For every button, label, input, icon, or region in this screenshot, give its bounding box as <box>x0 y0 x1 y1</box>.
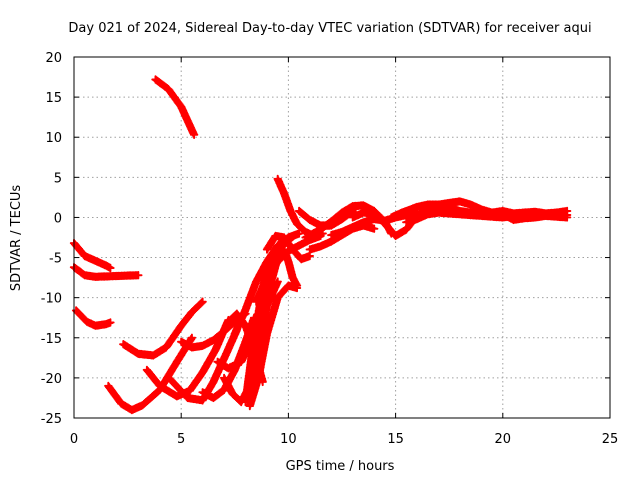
series-s18 <box>258 245 302 322</box>
plot-frame <box>73 56 611 419</box>
series-s19 <box>262 231 314 264</box>
series-s29 <box>487 210 572 225</box>
series-s3 <box>71 306 115 330</box>
y-tick-label: -10 <box>41 292 62 307</box>
y-tick-label: -20 <box>41 372 62 387</box>
y-tick-label: 0 <box>54 211 62 226</box>
series-s6 <box>119 297 207 360</box>
y-tick-label: -15 <box>41 332 62 347</box>
x-tick-label: 20 <box>495 432 512 447</box>
x-tick-label: 10 <box>280 432 297 447</box>
x-tick-label: 0 <box>70 432 78 447</box>
y-tick-label: 10 <box>45 131 62 146</box>
x-tick-label: 25 <box>602 432 619 447</box>
y-tick-label: -5 <box>49 252 62 267</box>
x-axis-label: GPS time / hours <box>286 459 395 474</box>
x-tick-label: 5 <box>177 432 185 447</box>
chart-title: Day 021 of 2024, Sidereal Day-to-day VTE… <box>68 21 591 36</box>
data-series <box>69 75 572 415</box>
axis-ticks: 0 5 10 15 20 25 20 15 10 5 0 -5 -10 -15 -20 -25 <box>41 51 619 447</box>
y-tick-label: -25 <box>41 412 62 427</box>
y-tick-label: 5 <box>54 171 62 186</box>
y-tick-label: 20 <box>45 51 62 66</box>
series-s4 <box>151 75 199 139</box>
y-tick-label: 15 <box>45 91 62 106</box>
y-axis-label: SDTVAR / TECUs <box>9 185 24 292</box>
series-s16 <box>245 281 302 411</box>
x-tick-label: 15 <box>387 432 404 447</box>
